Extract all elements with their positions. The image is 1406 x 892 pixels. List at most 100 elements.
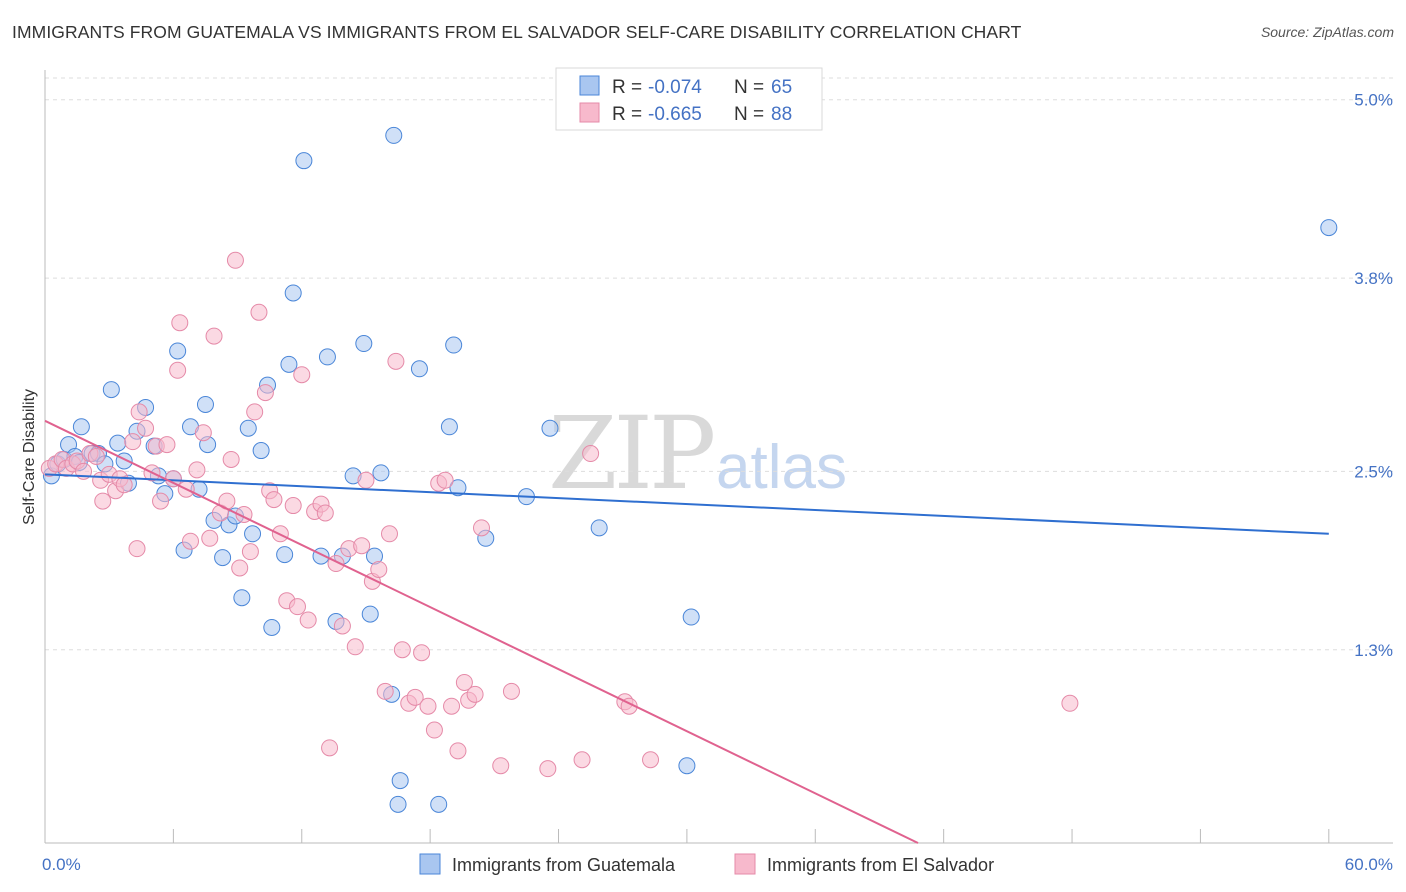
- legend-swatch-guatemala: [579, 75, 600, 96]
- legend-r-value-2: -0.665: [648, 104, 702, 125]
- el-salvador-point: [256, 384, 274, 402]
- guatemala-point: [372, 464, 390, 482]
- el-salvador-point: [316, 504, 334, 522]
- legend-n-value-1: 65: [771, 77, 792, 98]
- y-tick-label: 2.5%: [1354, 462, 1393, 481]
- guatemala-point: [276, 546, 294, 564]
- guatemala-point: [263, 618, 281, 636]
- guatemala-point: [295, 152, 313, 170]
- guatemala-point: [541, 419, 559, 437]
- legend-r-label-1: R =: [612, 77, 642, 98]
- guatemala-point: [430, 795, 448, 813]
- guatemala-point: [391, 772, 409, 790]
- el-salvador-point: [472, 519, 490, 537]
- bottom-legend: Immigrants from Guatemala Immigrants fro…: [419, 853, 994, 875]
- el-salvador-point: [406, 688, 424, 706]
- bottom-legend-label-el-salvador: Immigrants from El Salvador: [767, 855, 994, 875]
- guatemala-point: [72, 418, 90, 436]
- el-salvador-point: [158, 436, 176, 454]
- el-salvador-point: [288, 598, 306, 616]
- el-salvador-point: [250, 303, 268, 321]
- el-salvador-point: [455, 673, 473, 691]
- el-salvador-point: [419, 697, 437, 715]
- axes: [44, 70, 1393, 844]
- bottom-legend-swatch-el-salvador: [734, 853, 756, 875]
- y-tick-label: 3.8%: [1354, 269, 1393, 288]
- source-label: Source: ZipAtlas.com: [1260, 24, 1394, 40]
- el-salvador-point: [413, 644, 431, 662]
- guatemala-trend-line: [44, 473, 1329, 535]
- el-salvador-point: [171, 314, 189, 332]
- el-salvador-point: [169, 361, 187, 379]
- watermark-atlas: atlas: [716, 433, 847, 502]
- guatemala-point: [445, 336, 463, 354]
- guatemala-point: [280, 355, 298, 373]
- el-salvador-point: [1061, 694, 1079, 712]
- el-salvador-point: [642, 751, 660, 769]
- el-salvador-point: [393, 641, 411, 659]
- legend-swatch-el-salvador: [579, 102, 600, 123]
- el-salvador-point: [152, 492, 170, 510]
- guatemala-point: [355, 335, 373, 353]
- chart-title: IMMIGRANTS FROM GUATEMALA VS IMMIGRANTS …: [12, 22, 1022, 42]
- el-salvador-point: [353, 537, 371, 555]
- el-salvador-point: [124, 433, 142, 451]
- el-salvador-point: [443, 697, 461, 715]
- guatemala-point: [449, 479, 467, 497]
- el-salvador-trend-line: [44, 419, 919, 844]
- el-salvador-point: [370, 560, 388, 578]
- guatemala-point: [1320, 219, 1338, 237]
- legend-box: R = -0.074 N = 65 R = -0.665 N = 88: [555, 67, 823, 131]
- guatemala-point: [109, 434, 127, 452]
- el-salvador-point: [87, 448, 105, 465]
- el-salvador-point: [539, 760, 557, 778]
- el-salvador-point: [194, 424, 212, 442]
- guatemala-point: [678, 757, 696, 775]
- el-salvador-point: [346, 638, 364, 656]
- guatemala-point: [233, 589, 251, 607]
- guatemala-point: [244, 525, 262, 543]
- el-salvador-point: [466, 685, 484, 703]
- guatemala-point: [389, 795, 407, 813]
- el-salvador-point: [94, 492, 112, 510]
- el-salvador-point: [299, 611, 317, 629]
- legend-r-value-1: -0.074: [648, 77, 702, 98]
- y-tick-label: 1.3%: [1354, 641, 1393, 660]
- bottom-legend-label-guatemala: Immigrants from Guatemala: [452, 855, 676, 875]
- y-tick-labels: 1.3% 2.5% 3.8% 5.0%: [1354, 91, 1393, 660]
- el-salvador-point: [357, 471, 375, 489]
- el-salvador-point: [137, 419, 155, 437]
- guatemala-point: [361, 605, 379, 623]
- guatemala-point: [590, 519, 608, 537]
- guatemala-point: [682, 608, 700, 626]
- el-salvador-point: [188, 461, 206, 479]
- guatemala-point: [410, 360, 428, 378]
- guatemala-point: [196, 395, 214, 413]
- bottom-legend-swatch-guatemala: [419, 853, 441, 875]
- y-tick-label: 5.0%: [1354, 91, 1393, 110]
- el-salvador-point: [492, 757, 510, 775]
- y-axis-label: Self-Care Disability: [21, 389, 38, 525]
- el-salvador-point: [265, 491, 283, 509]
- el-salvador-point: [321, 739, 339, 757]
- guatemala-point: [252, 442, 270, 460]
- el-salvador-point: [226, 251, 244, 269]
- el-salvador-point: [222, 450, 240, 468]
- el-salvador-point: [376, 682, 394, 700]
- guatemala-point: [385, 126, 403, 144]
- el-salvador-point: [293, 366, 311, 384]
- series-el-salvador: [40, 251, 1079, 778]
- legend-n-label-2: N =: [734, 104, 764, 125]
- el-salvador-point: [130, 403, 148, 421]
- legend-n-value-2: 88: [771, 104, 792, 125]
- el-salvador-point: [387, 352, 405, 370]
- guatemala-point: [440, 418, 458, 436]
- el-salvador-point: [241, 543, 259, 561]
- el-salvador-point: [181, 532, 199, 550]
- guatemala-point: [169, 342, 187, 360]
- el-salvador-point: [128, 540, 146, 558]
- el-salvador-point: [115, 476, 133, 494]
- guatemala-point: [214, 549, 232, 567]
- el-salvador-point: [231, 559, 249, 577]
